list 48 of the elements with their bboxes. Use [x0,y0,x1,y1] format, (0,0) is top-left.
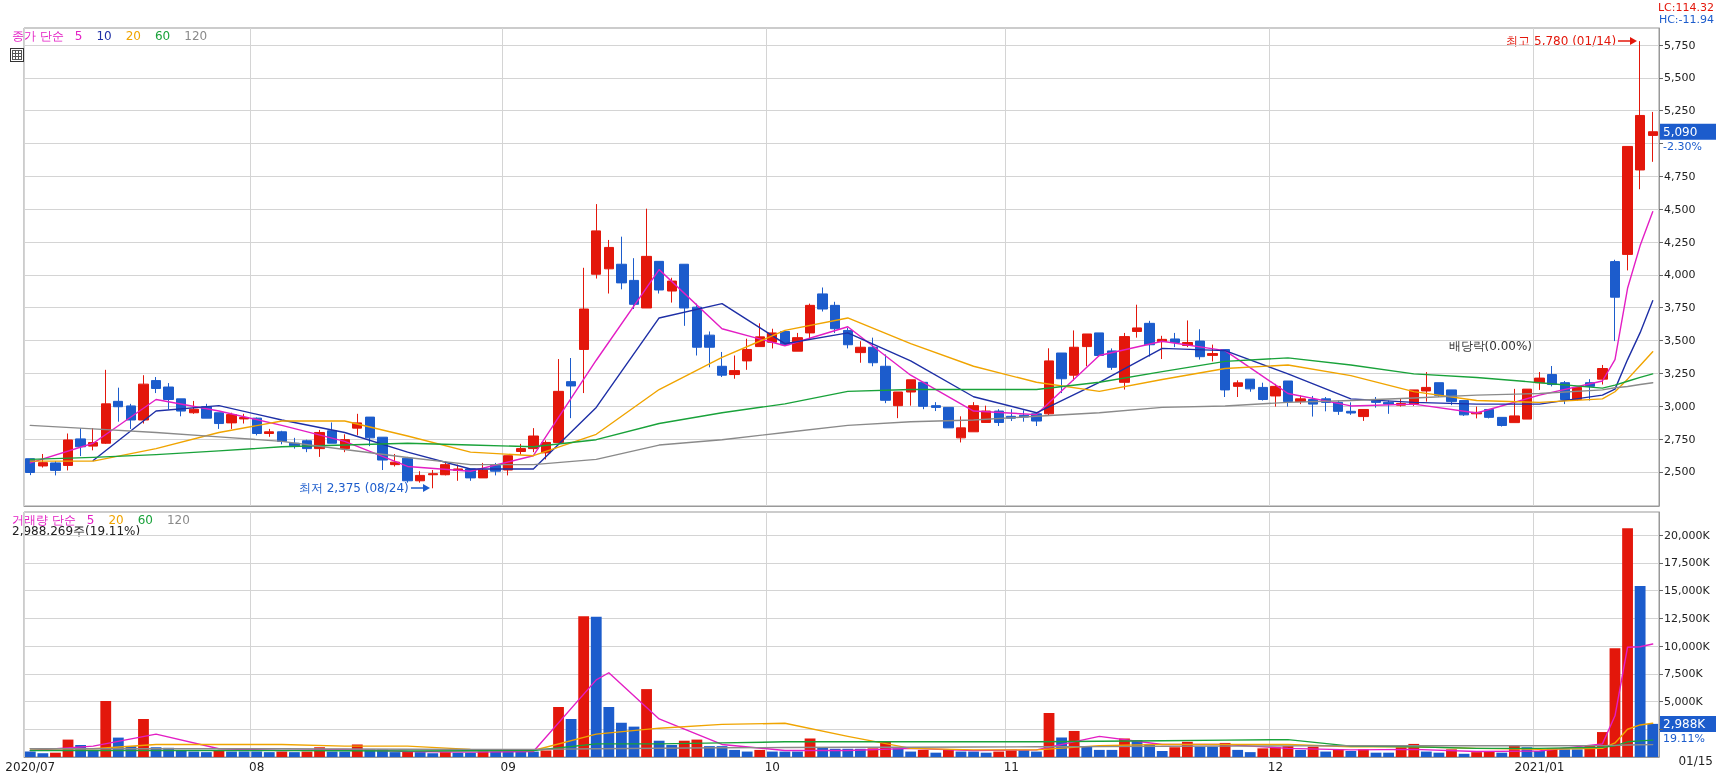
y-tick-label: 3,000 [1664,399,1696,413]
x-tick-label: 10 [764,760,780,774]
y-tick-label: 4,750 [1664,169,1696,183]
text: 19.11% [1663,731,1705,745]
annotation: 최고 5,780 (01/14) [1506,34,1617,49]
annotation: 최저 2,375 (08/24) [298,481,409,496]
text: 5 [74,29,83,43]
text: 2,988K [1663,716,1707,731]
text: 120 [166,513,190,527]
y-tick-label: 3,500 [1664,334,1696,348]
x-tick-label: 2020/07 [5,760,56,774]
text: LC:114.32 [1657,1,1714,14]
y-tick-label: 5,000K [1664,695,1704,709]
y-tick-label: 4,500 [1664,202,1696,216]
annotation: 2,988,269주(19.11%) [12,524,141,538]
y-tick-label: 2,500 [1664,465,1696,479]
y-tick-label: 10,000K [1664,639,1711,653]
y-tick-label: 3,250 [1664,366,1696,380]
text: -2.30% [1663,139,1702,153]
annotation: 배당락(0.00%) [1448,339,1532,353]
legend-title: 종가 단순 [12,29,64,43]
text: 120 [184,29,208,43]
text: 60 [154,29,171,43]
y-tick-label: 20,000K [1664,528,1711,542]
x-tick-label: 12 [1267,760,1284,774]
y-tick-label: 15,000K [1664,584,1711,598]
y-tick-label: 5,500 [1664,71,1696,85]
text: 01/15 [1678,754,1713,768]
text: 20 [125,29,141,43]
x-tick-label: 2021/01 [1514,760,1565,774]
text: 60 [137,513,153,527]
y-tick-label: 5,250 [1664,104,1696,118]
y-tick-label: 7,500K [1664,667,1704,681]
y-tick-label: 4,000 [1664,268,1696,282]
y-tick-label: 5,750 [1664,38,1696,52]
text: 5,090 [1663,124,1698,139]
legend-title: 거래량 단순 [12,513,76,527]
x-tick-label: 11 [1003,760,1019,774]
y-tick-label: 2,750 [1664,432,1696,446]
text: 20 [108,513,124,527]
y-tick-label: 3,750 [1664,301,1696,315]
x-tick-label: 08 [249,760,265,774]
y-tick-label: 17,500K [1664,556,1711,570]
text: HC:-11.94 [1658,13,1714,26]
text: 10 [96,29,112,43]
y-tick-label: 4,250 [1664,235,1696,249]
y-tick-label: 12,500K [1664,611,1711,625]
x-tick-label: 09 [500,760,516,774]
